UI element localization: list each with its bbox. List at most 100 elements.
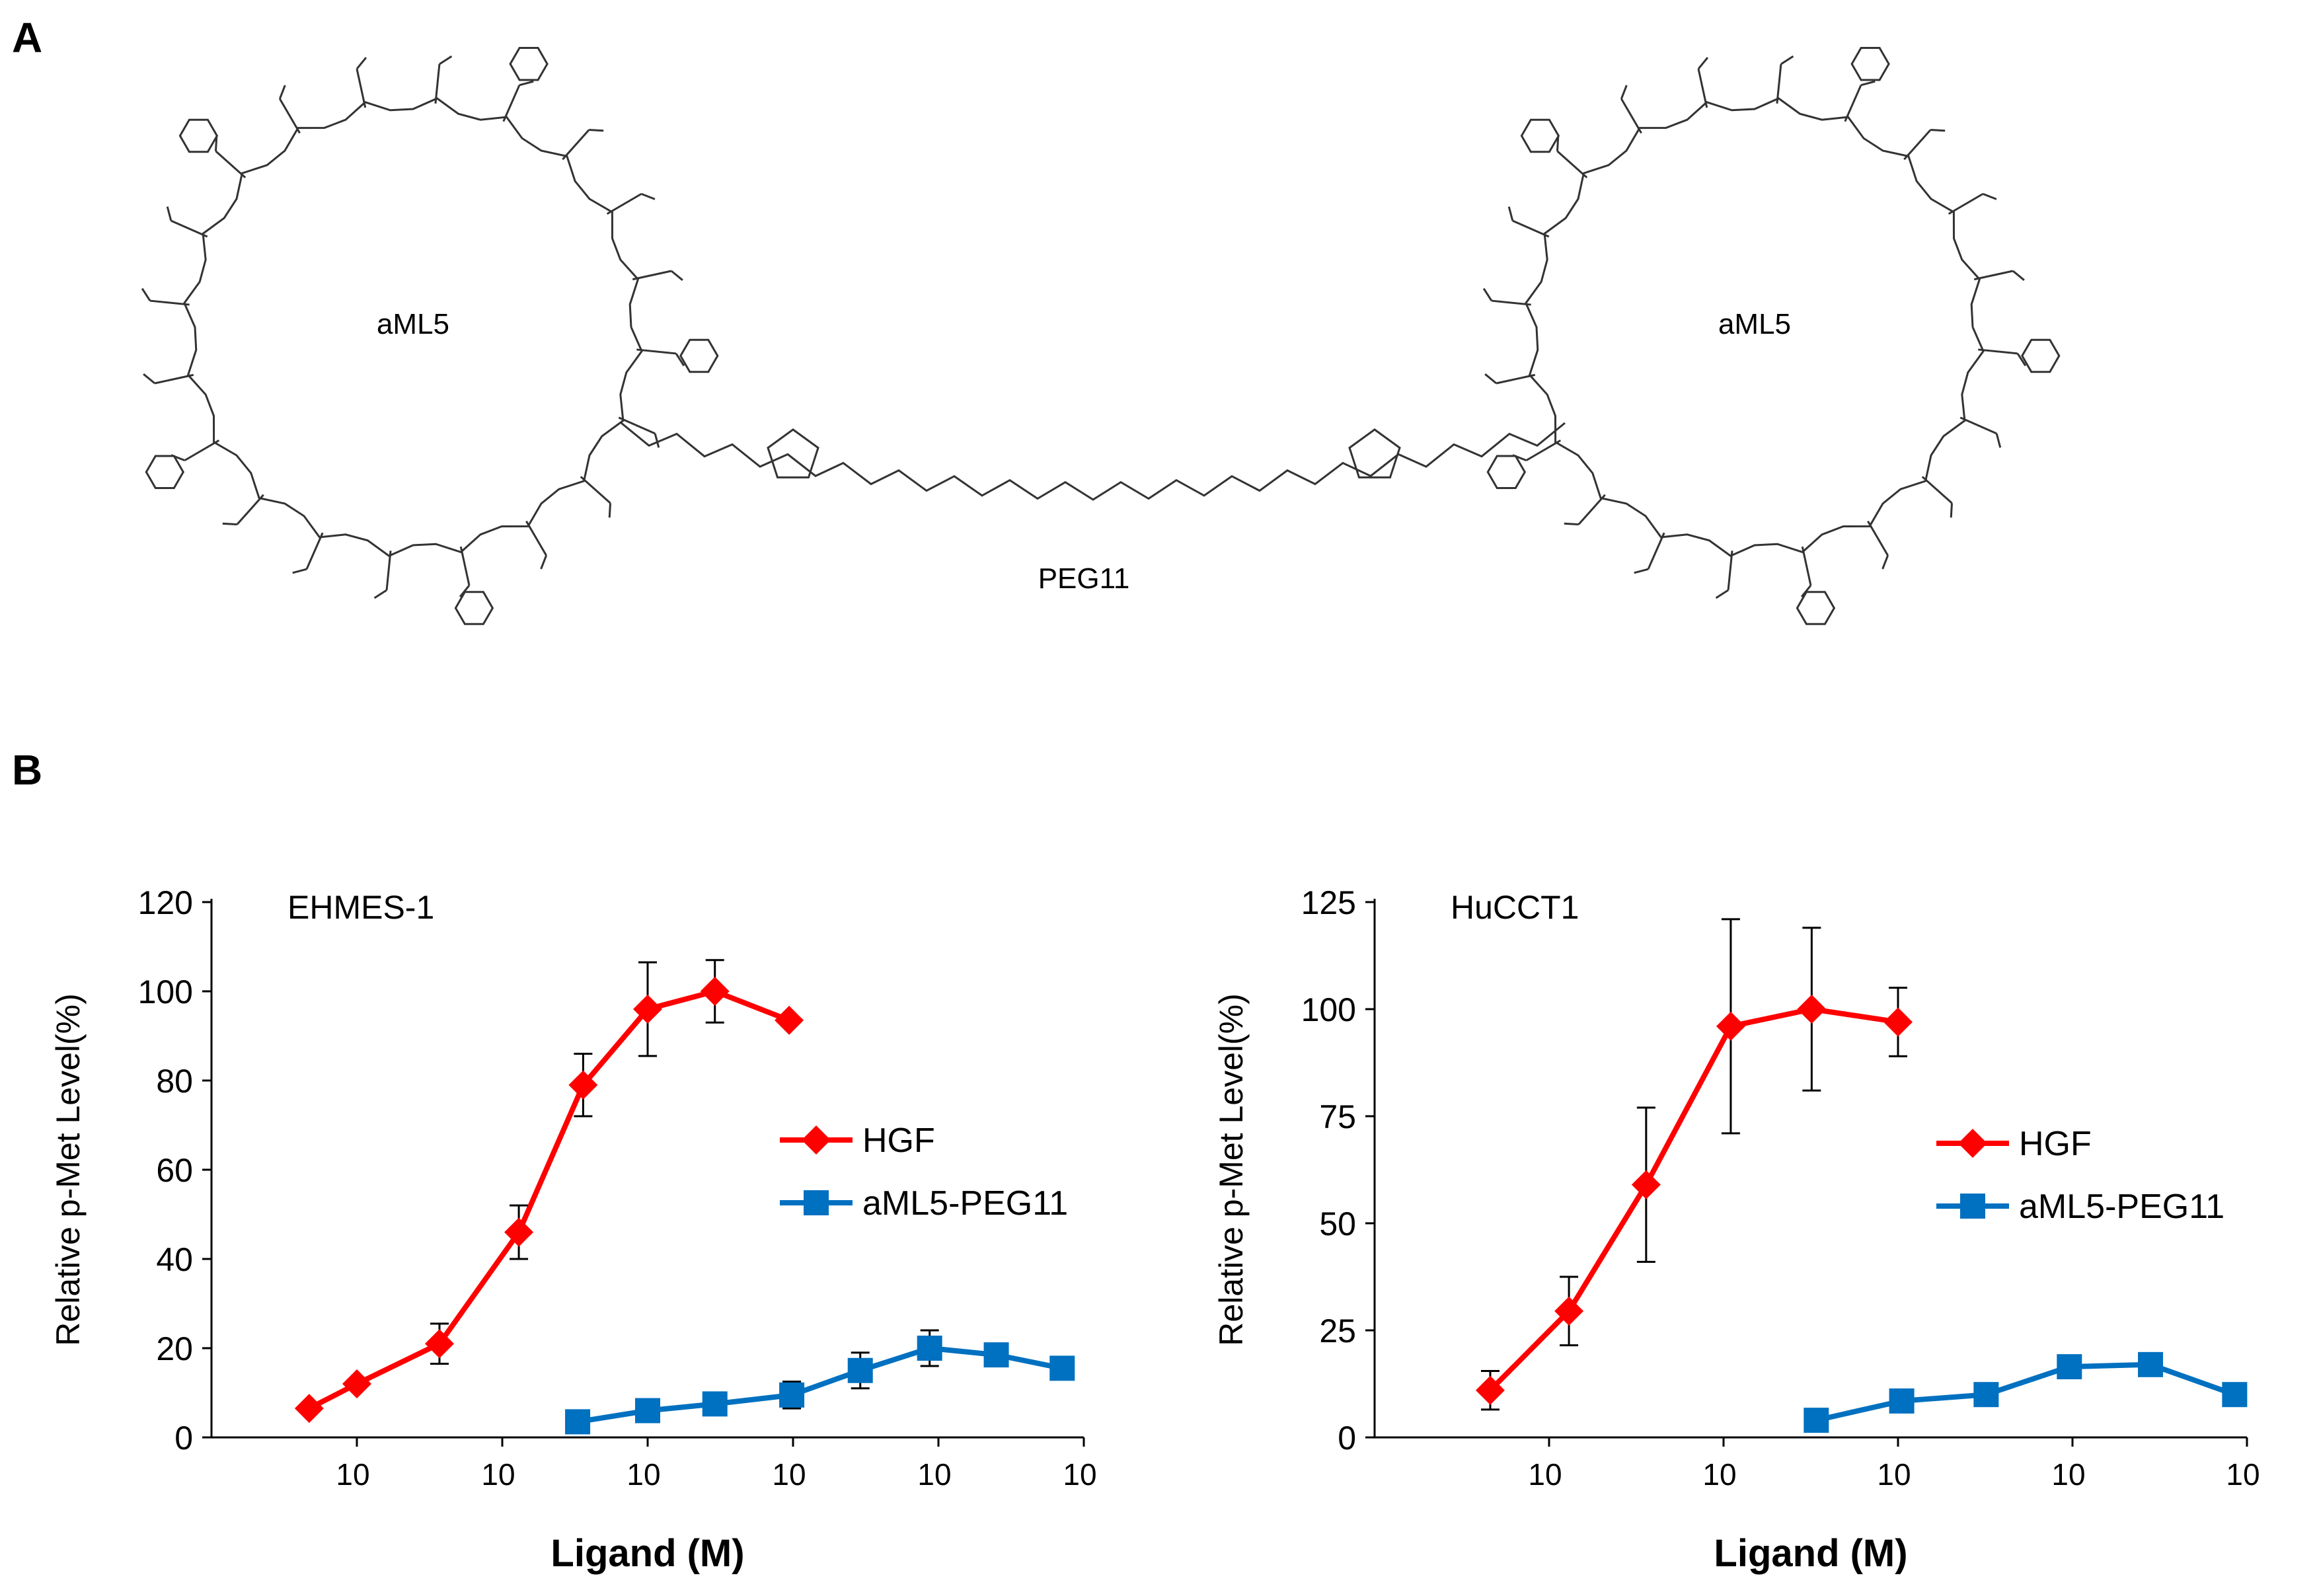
side-chain-bond (1577, 494, 1606, 525)
side-chain-bond (1801, 546, 1812, 586)
linker-bond (621, 422, 1566, 501)
y-axis-label: Relative p-Met Level(%) (1213, 993, 1250, 1346)
series-line (1815, 1361, 2236, 1424)
data-point (294, 1394, 324, 1424)
side-chain-bond (618, 416, 656, 435)
side-chain-bond (141, 287, 151, 301)
x-tick-label: 10 (1702, 1457, 1736, 1492)
side-chain-bond (1982, 192, 1997, 200)
y-tick-label: 100 (138, 973, 193, 1010)
data-point (1475, 1375, 1505, 1405)
data-point (2222, 1382, 2248, 1408)
peptide-ring-right (1482, 47, 2061, 625)
data-point (633, 995, 662, 1024)
data-point (2138, 1351, 2164, 1377)
aromatic-ring (145, 455, 185, 489)
chart-title: EHMES-1 (287, 889, 434, 926)
side-chain-bond (1697, 68, 1708, 108)
legend-marker (804, 1190, 829, 1215)
data-point (565, 1409, 591, 1435)
side-chain-bond (562, 129, 590, 161)
side-chain-bond (171, 219, 208, 238)
aromatic-ring (1486, 455, 1527, 489)
y-tick-label: 125 (1301, 884, 1356, 921)
side-chain-bond (608, 503, 612, 518)
side-chain-bond (279, 98, 301, 134)
data-point (1554, 1296, 1584, 1326)
aromatic-ring (1796, 591, 1836, 625)
side-chain-bond (640, 192, 656, 200)
side-chain-bond (292, 568, 307, 574)
side-chain-bond (166, 206, 172, 221)
x-tick-label: 10 (917, 1457, 951, 1492)
side-chain-bond (1507, 206, 1514, 221)
aromatic-ring (454, 591, 494, 625)
side-chain-bond (1921, 476, 1953, 504)
side-chain-bond (1860, 80, 1876, 87)
aromatic-ring (1850, 47, 1890, 81)
side-chain-bond (1881, 554, 1889, 570)
x-tick-label: 10 (481, 1457, 515, 1492)
series-aml5-peg11 (1804, 1351, 2248, 1433)
data-point (1804, 1408, 1829, 1433)
side-chain-bond (215, 150, 247, 178)
side-chain-bond (278, 85, 286, 100)
data-point (775, 1005, 804, 1035)
y-tick-label: 20 (156, 1330, 193, 1367)
side-chain-bond (1715, 589, 1729, 599)
backbone-bond (183, 97, 643, 557)
data-point (1889, 1388, 1915, 1414)
side-chain-bond (1512, 219, 1550, 238)
y-tick-label: 75 (1319, 1098, 1356, 1135)
legend-label: aML5-PEG11 (2019, 1188, 2224, 1226)
side-chain-bond (654, 433, 660, 448)
succinimide-ring (767, 428, 819, 478)
side-chain-bond (305, 532, 324, 570)
chemical-structure: aML5 aML5 PEG11 (141, 47, 2061, 625)
ring-label-left: aML5 (377, 308, 449, 340)
data-point (635, 1398, 660, 1424)
data-point (1883, 1007, 1913, 1037)
side-chain-bond (434, 63, 441, 104)
x-tick-label: 10 (2226, 1457, 2260, 1492)
x-tick-label: 10 (627, 1457, 660, 1492)
side-chain-bond (1697, 57, 1709, 70)
peg-linker (621, 422, 1566, 501)
y-tick-label: 0 (1338, 1420, 1356, 1457)
side-chain-bond (580, 476, 611, 504)
data-point (1631, 1170, 1661, 1199)
side-chain-bond (1948, 193, 1984, 215)
data-point (1797, 995, 1827, 1024)
data-point (983, 1342, 1009, 1368)
side-chain-bond (1620, 98, 1642, 134)
side-chain-bond (439, 55, 453, 65)
side-chain-bond (2016, 353, 2027, 367)
side-chain-bond (1950, 503, 1954, 518)
data-point (847, 1357, 873, 1383)
aromatic-ring (679, 338, 719, 373)
side-chain-bond (236, 494, 264, 525)
x-tick-label: 10 (1063, 1457, 1096, 1492)
side-chain-bond (1776, 63, 1782, 104)
x-axis-label: Ligand (M) (1714, 1532, 1907, 1575)
legend-label: HGF (862, 1121, 935, 1160)
side-chain-bond (356, 57, 367, 70)
y-tick-label: 50 (1319, 1205, 1356, 1242)
legend-marker (802, 1125, 831, 1155)
side-chain-bond (1634, 568, 1649, 574)
x-tick-label: 10 (772, 1457, 806, 1492)
side-chain-bond (356, 68, 367, 108)
side-chain-bond (2012, 270, 2025, 282)
peptide-ring-left (141, 47, 719, 625)
y-tick-label: 120 (138, 884, 193, 921)
side-chain-bond (1844, 85, 1862, 122)
data-point (342, 1369, 371, 1398)
side-chain-bond (636, 348, 677, 355)
side-chain-bond (1484, 373, 1498, 385)
aromatic-ring (178, 118, 219, 153)
y-tick-label: 40 (156, 1241, 193, 1278)
aromatic-ring (1520, 118, 1560, 153)
series-aml5-peg11 (565, 1329, 1075, 1435)
side-chain-bond (1647, 532, 1665, 570)
side-chain-bond (1995, 433, 2002, 448)
